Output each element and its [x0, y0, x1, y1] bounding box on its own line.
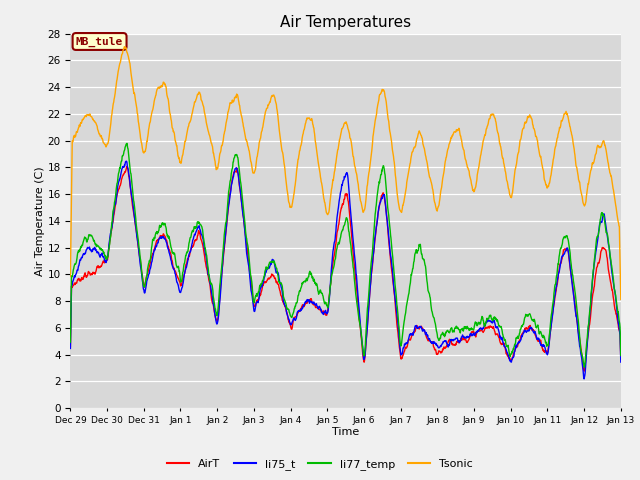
- Y-axis label: Air Temperature (C): Air Temperature (C): [35, 166, 45, 276]
- X-axis label: Time: Time: [332, 427, 359, 437]
- Text: MB_tule: MB_tule: [76, 36, 124, 47]
- Legend: AirT, li75_t, li77_temp, Tsonic: AirT, li75_t, li77_temp, Tsonic: [163, 455, 477, 474]
- Title: Air Temperatures: Air Temperatures: [280, 15, 411, 30]
